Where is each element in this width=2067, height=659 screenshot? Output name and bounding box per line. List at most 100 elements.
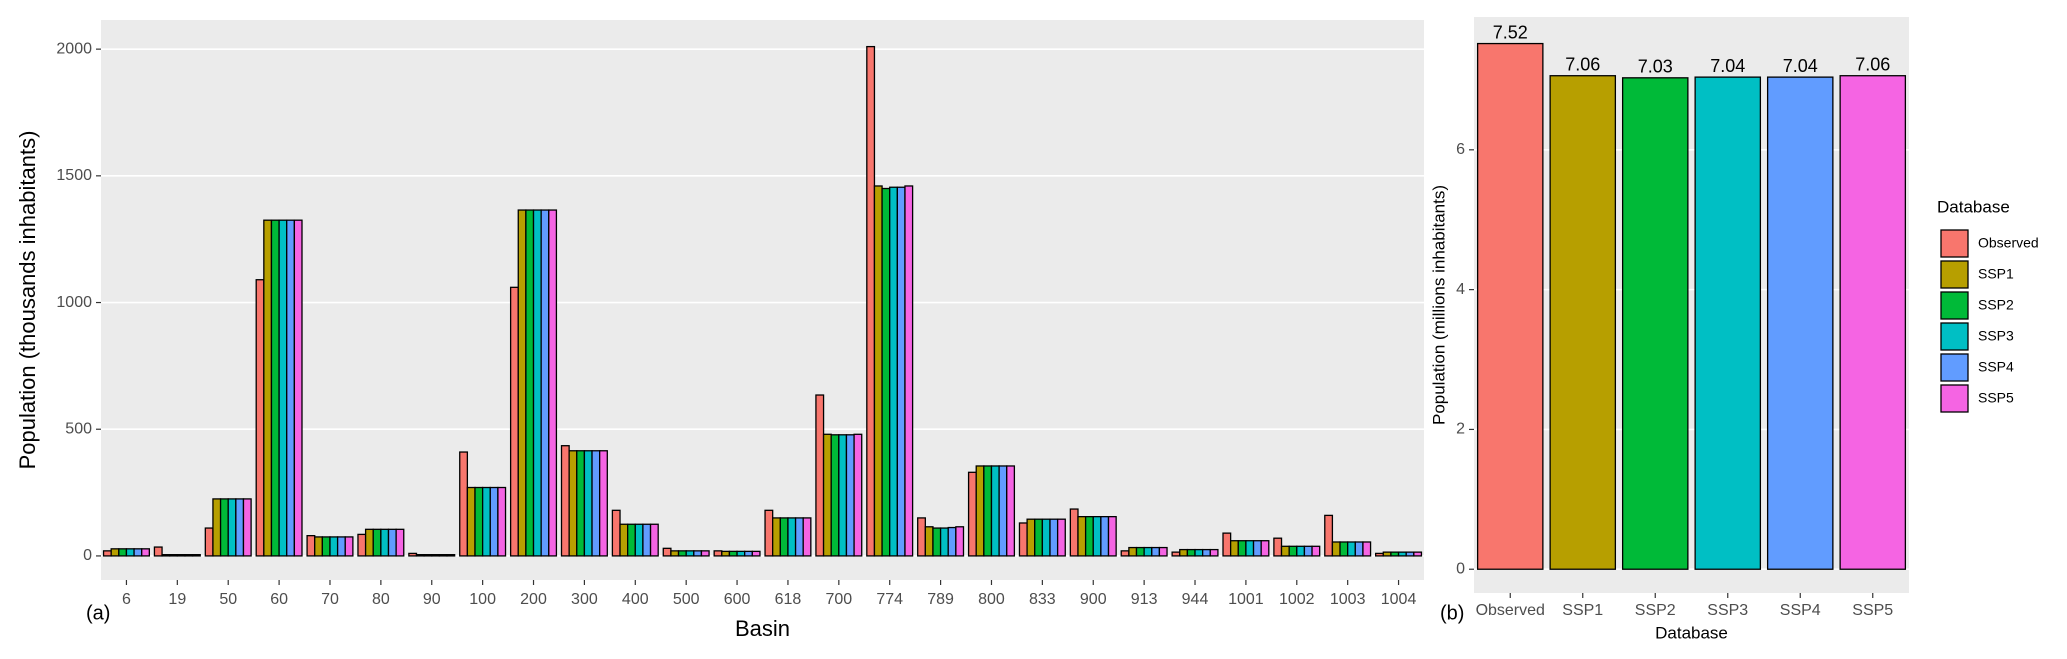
y-tick-label: 0 bbox=[83, 547, 92, 564]
bar bbox=[822, 433, 832, 557]
bar bbox=[408, 552, 418, 557]
bar bbox=[489, 486, 499, 557]
plot-background bbox=[1474, 17, 1909, 593]
bar bbox=[1331, 541, 1341, 557]
bar bbox=[939, 527, 949, 557]
bar bbox=[1339, 541, 1349, 557]
bar bbox=[881, 187, 891, 557]
bar bbox=[141, 548, 150, 557]
x-tick-label: SSP3 bbox=[1707, 602, 1748, 619]
legend-label: SSP3 bbox=[1978, 328, 2014, 344]
y-tick-label: 4 bbox=[1456, 281, 1465, 298]
bar bbox=[481, 486, 491, 557]
x-tick-label: 300 bbox=[571, 591, 598, 608]
legend-label: SSP4 bbox=[1978, 359, 2014, 375]
bar bbox=[1120, 550, 1130, 557]
x-tick-label: 944 bbox=[1182, 591, 1209, 608]
bar bbox=[1143, 546, 1153, 557]
bar bbox=[591, 450, 601, 557]
bar bbox=[998, 465, 1008, 557]
bar bbox=[321, 536, 331, 557]
bar bbox=[1229, 540, 1239, 557]
y-tick-label: 1500 bbox=[56, 167, 92, 184]
bar bbox=[866, 45, 876, 557]
bar bbox=[802, 517, 812, 557]
legend-key bbox=[1940, 353, 1969, 382]
bar bbox=[1084, 516, 1094, 557]
bar bbox=[270, 219, 280, 557]
bar bbox=[576, 450, 586, 557]
bar bbox=[118, 548, 128, 557]
bar bbox=[532, 209, 542, 557]
value-label: 7.52 bbox=[1493, 22, 1528, 42]
bar bbox=[1018, 522, 1028, 557]
x-tick-label: 774 bbox=[876, 591, 903, 608]
bar bbox=[873, 185, 883, 557]
bar bbox=[642, 523, 652, 557]
bar bbox=[1397, 551, 1407, 557]
bar bbox=[1034, 518, 1044, 557]
bar bbox=[1354, 541, 1364, 557]
bar bbox=[983, 465, 993, 557]
bar bbox=[1288, 545, 1298, 557]
bar bbox=[242, 498, 252, 557]
bar bbox=[509, 286, 519, 557]
bar bbox=[336, 536, 346, 557]
bar bbox=[896, 186, 906, 557]
bar bbox=[1077, 516, 1087, 557]
x-tick-label: SSP4 bbox=[1780, 602, 1821, 619]
x-tick-label: SSP5 bbox=[1852, 602, 1893, 619]
bar bbox=[133, 548, 143, 557]
bar bbox=[1839, 75, 1907, 570]
bar bbox=[1041, 518, 1051, 557]
x-tick-label: 833 bbox=[1029, 591, 1056, 608]
bar bbox=[1382, 551, 1392, 557]
bar bbox=[1303, 545, 1313, 557]
bar bbox=[372, 528, 382, 557]
panel-label: (b) bbox=[1440, 602, 1464, 624]
legend-key bbox=[1940, 260, 1969, 289]
y-tick-label: 0 bbox=[1456, 560, 1465, 577]
x-tick-label: 900 bbox=[1080, 591, 1107, 608]
bar bbox=[853, 433, 863, 557]
x-tick-label: Observed bbox=[1476, 602, 1545, 619]
value-label: 7.04 bbox=[1710, 56, 1745, 76]
bar bbox=[235, 498, 245, 557]
bar bbox=[540, 209, 550, 557]
bar bbox=[634, 523, 644, 557]
bar bbox=[1273, 537, 1283, 557]
x-tick-label: 80 bbox=[372, 591, 390, 608]
bar bbox=[772, 517, 781, 557]
x-tick-label: 789 bbox=[927, 591, 954, 608]
x-tick-label: 500 bbox=[673, 591, 700, 608]
bar bbox=[263, 219, 273, 557]
legend-key bbox=[1940, 322, 1969, 351]
bar bbox=[1413, 551, 1423, 557]
bar bbox=[700, 550, 710, 557]
bar bbox=[380, 528, 390, 557]
bar bbox=[1158, 546, 1168, 557]
bar bbox=[838, 434, 848, 557]
bar bbox=[1006, 465, 1016, 557]
y-tick-label: 2 bbox=[1456, 421, 1465, 438]
bar bbox=[1069, 508, 1079, 557]
bar bbox=[1476, 42, 1544, 570]
bar bbox=[204, 527, 214, 557]
x-tick-label: 400 bbox=[622, 591, 649, 608]
x-tick-label: 913 bbox=[1131, 591, 1158, 608]
bar bbox=[438, 554, 448, 557]
bar bbox=[744, 550, 753, 557]
bar bbox=[670, 550, 680, 557]
bar bbox=[1347, 541, 1356, 557]
x-tick-label: 600 bbox=[724, 591, 751, 608]
legend-key bbox=[1940, 384, 1969, 413]
bar bbox=[619, 523, 629, 557]
bar bbox=[329, 536, 339, 557]
bar bbox=[1049, 518, 1059, 557]
bar bbox=[431, 554, 441, 557]
bar bbox=[1245, 540, 1255, 557]
bar bbox=[1260, 540, 1270, 557]
bar bbox=[525, 209, 535, 557]
bar bbox=[1375, 552, 1384, 557]
